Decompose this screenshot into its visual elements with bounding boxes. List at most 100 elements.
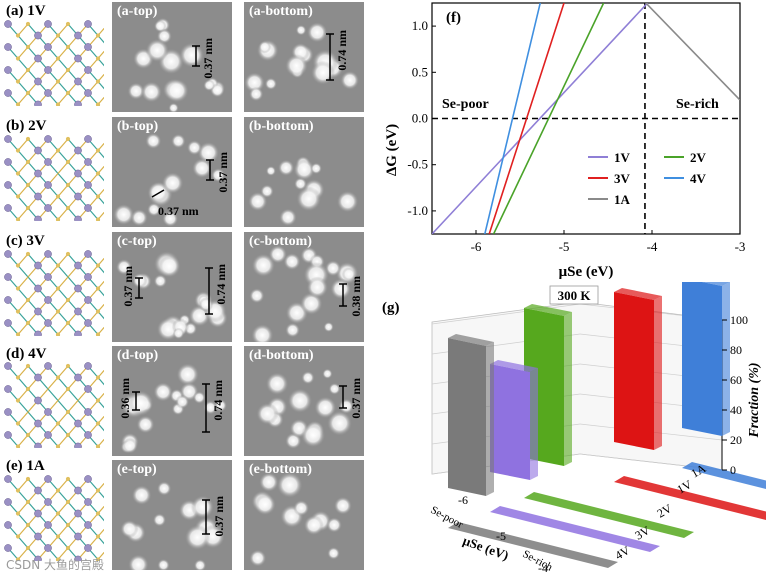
mo-atom [34, 261, 42, 270]
mo-atom [34, 77, 42, 86]
se-atom [95, 375, 101, 380]
mo-atom [84, 544, 92, 552]
mo-atom [4, 89, 12, 97]
se-atom [55, 79, 61, 84]
stm-spot [296, 186, 322, 212]
se-atom [15, 171, 21, 176]
stm-label: (e-top) [117, 462, 157, 477]
scale-a-top: 0.37 nm [201, 38, 215, 79]
stm-spot [285, 322, 301, 338]
stm-spot [120, 519, 139, 538]
z-tick-label: 0 [730, 463, 736, 477]
mo-atom [84, 89, 92, 97]
se-atom [55, 421, 61, 426]
stm-spot [260, 184, 274, 198]
se-atom [55, 33, 61, 38]
stm-spot [192, 158, 213, 179]
se-atom [65, 409, 71, 415]
stm-spot [283, 253, 301, 271]
mo-atom [44, 319, 52, 327]
mo-atom [74, 307, 82, 316]
mo-atom [4, 43, 12, 51]
scale-b-top-1: 0.37 nm [216, 152, 230, 193]
stm-spot [254, 493, 276, 516]
stm-spot [203, 400, 218, 415]
se-atom [55, 56, 61, 61]
stm-spot [171, 133, 186, 149]
stm-spot [287, 388, 313, 414]
stm-label: (d-top) [117, 348, 159, 363]
stm-b-bottom: (b-bottom) [244, 117, 364, 227]
mo-atom [44, 544, 52, 552]
stm-spot [248, 86, 264, 102]
stm-spot [264, 77, 277, 90]
stm-spot [300, 423, 326, 448]
slab-top-4V [702, 282, 730, 286]
se-atom [95, 398, 101, 403]
se-atom [15, 33, 21, 38]
mo-atom [74, 215, 82, 221]
se-atom [55, 194, 61, 199]
mo-atom [74, 442, 82, 448]
mo-atom [44, 431, 52, 439]
se-atom [15, 56, 21, 61]
stm-spot [322, 368, 333, 379]
se-atom [65, 320, 71, 326]
stm-d-top: (d-top) [112, 346, 232, 456]
se-atom [65, 90, 71, 96]
row-c-label: (c) 3V [6, 233, 45, 249]
mo-atom [34, 100, 42, 106]
stm-spot [277, 159, 295, 176]
mo-atom [34, 31, 42, 40]
mo-atom [74, 373, 82, 382]
stm-spot [276, 471, 303, 498]
se-atom [65, 159, 71, 165]
mo-atom [44, 475, 52, 483]
stm-spot [301, 371, 315, 385]
chart-f: -6 -5 -4 -3 -1.0 -0.5 0.0 0.5 1.0 (f) Se-poor Se… [384, 2, 745, 280]
stm-spot [333, 496, 352, 515]
se-atom [95, 511, 101, 516]
mo-atom [4, 362, 12, 370]
se-atom [15, 534, 21, 539]
legend-label-3V: 3V [614, 171, 631, 186]
z-tick-label: 40 [730, 403, 742, 417]
mo-atom [84, 43, 92, 51]
slab-top-3V [614, 288, 662, 300]
stm-spot [310, 60, 335, 85]
stm-spot [127, 82, 145, 100]
stm-spot [249, 549, 267, 567]
mo-atom [4, 475, 12, 483]
stm-spot [145, 132, 162, 150]
stm-label: (e-bottom) [249, 462, 312, 477]
mo-atom [84, 181, 92, 189]
series-line-1V [432, 3, 649, 234]
se-atom [55, 217, 61, 221]
mo-atom [84, 475, 92, 483]
scale-bars [132, 33, 347, 535]
se-atom [65, 545, 71, 551]
slab-front-4V [682, 282, 722, 436]
stm-spot [268, 245, 288, 264]
se-atom [65, 136, 71, 142]
scale-c-bottom: 0.38 nm [349, 276, 363, 317]
se-atom [25, 159, 31, 165]
scale-d-top-1: 0.36 nm [118, 378, 132, 419]
mo-atom [34, 192, 42, 201]
mo-atom [84, 135, 92, 143]
stm-a-top: (a-top) [112, 2, 232, 112]
mo-atom [84, 319, 92, 327]
stm-spot [193, 391, 206, 404]
stm-label: (a-top) [117, 4, 158, 19]
mo-atom [74, 330, 82, 336]
se-atom [65, 297, 71, 303]
slab-side-1A [486, 342, 494, 496]
stm-label: (d-bottom) [249, 348, 314, 363]
stm-d-bottom: (d-bottom) [244, 346, 364, 456]
stm-spot [162, 210, 179, 227]
y-tick-label: 0.5 [412, 64, 428, 79]
mo-atom [4, 521, 12, 529]
x-tick-label: -6 [458, 493, 468, 507]
grid-line [431, 303, 581, 325]
stm-spot [336, 190, 359, 213]
